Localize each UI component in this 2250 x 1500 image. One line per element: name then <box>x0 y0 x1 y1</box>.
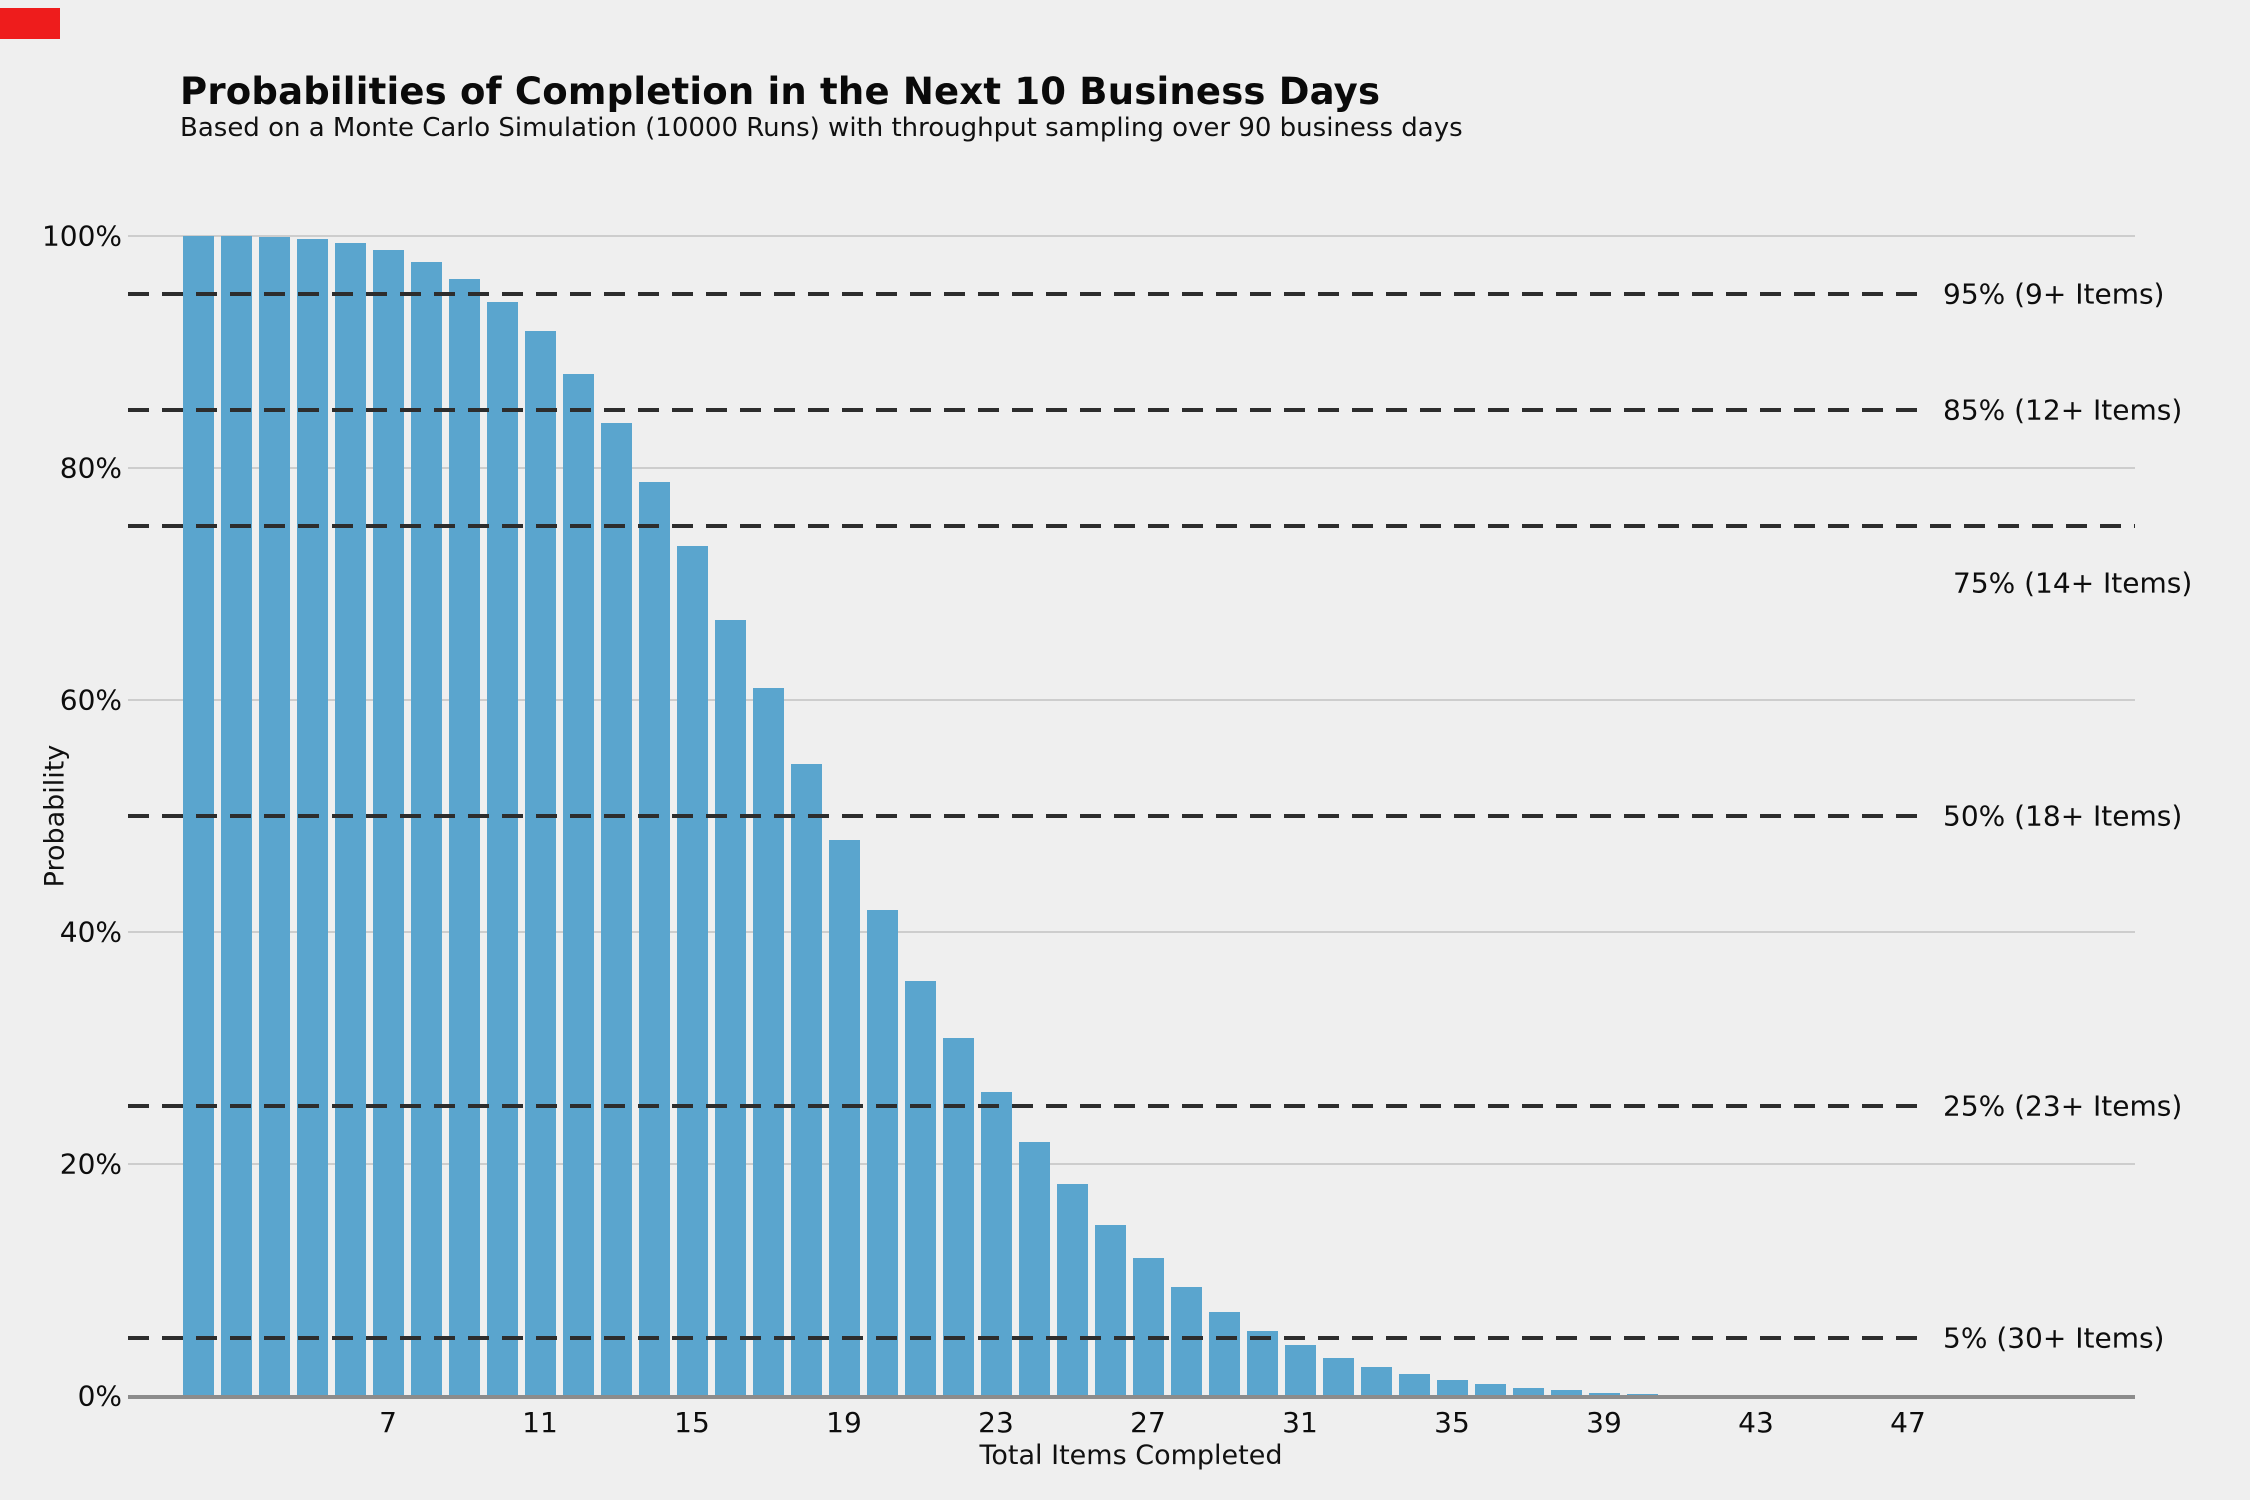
x-tick-label: 23 <box>978 1406 1014 1439</box>
bar <box>1398 1374 1430 1396</box>
threshold-label: 25% (23+ Items) <box>1943 1089 2183 1123</box>
threshold-line <box>128 524 2135 528</box>
threshold-line <box>128 814 1925 818</box>
bar <box>1360 1367 1392 1396</box>
bar <box>1322 1358 1354 1396</box>
bar <box>866 910 898 1396</box>
bar <box>714 620 746 1396</box>
threshold-line <box>128 1104 1925 1108</box>
x-axis-line <box>128 1395 2135 1399</box>
bar <box>1588 1393 1620 1396</box>
bar <box>600 423 632 1396</box>
threshold-line <box>128 292 1925 296</box>
bar <box>486 302 518 1396</box>
bar <box>372 250 404 1396</box>
bar <box>1018 1142 1050 1396</box>
x-tick-label: 11 <box>522 1406 558 1439</box>
chart-subtitle: Based on a Monte Carlo Simulation (10000… <box>180 113 1463 143</box>
x-tick-label: 43 <box>1738 1406 1774 1439</box>
gridline <box>128 235 2135 237</box>
bar <box>1512 1388 1544 1396</box>
bar <box>638 482 670 1396</box>
chart-title: Probabilities of Completion in the Next … <box>180 70 1381 113</box>
bar <box>334 243 366 1396</box>
bar <box>942 1038 974 1396</box>
x-tick-label: 27 <box>1130 1406 1166 1439</box>
bar <box>524 331 556 1396</box>
bar <box>1550 1390 1582 1396</box>
threshold-label: 75% (14+ Items) <box>1953 566 2193 600</box>
bar <box>448 279 480 1396</box>
x-tick-label: 35 <box>1434 1406 1470 1439</box>
bar <box>752 688 784 1396</box>
bar <box>1094 1225 1126 1396</box>
bar <box>1132 1258 1164 1396</box>
x-tick-label: 31 <box>1282 1406 1318 1439</box>
bar <box>1284 1345 1316 1396</box>
y-tick-label: 20% <box>59 1147 122 1181</box>
gridline <box>128 467 2135 469</box>
x-tick-label: 7 <box>379 1406 397 1439</box>
bar <box>1436 1380 1468 1396</box>
y-tick-label: 40% <box>59 915 122 949</box>
threshold-label: 50% (18+ Items) <box>1943 799 2183 833</box>
bar <box>1474 1384 1506 1396</box>
bar <box>410 262 442 1396</box>
bar <box>1208 1312 1240 1396</box>
bar <box>562 374 594 1396</box>
y-tick-label: 0% <box>77 1379 122 1413</box>
gridline <box>128 699 2135 701</box>
bar <box>790 764 822 1396</box>
threshold-label: 95% (9+ Items) <box>1943 277 2165 311</box>
x-axis-label: Total Items Completed <box>979 1440 1283 1471</box>
y-tick-label: 80% <box>59 451 122 485</box>
x-tick-label: 39 <box>1586 1406 1622 1439</box>
bar <box>828 840 860 1396</box>
threshold-line <box>128 408 1925 412</box>
threshold-label: 5% (30+ Items) <box>1943 1321 2165 1355</box>
screen-recording-indicator <box>0 8 60 39</box>
x-tick-label: 15 <box>674 1406 710 1439</box>
bar <box>1246 1331 1278 1396</box>
x-tick-label: 19 <box>826 1406 862 1439</box>
bar <box>1170 1287 1202 1396</box>
gridline <box>128 931 2135 933</box>
y-tick-label: 60% <box>59 683 122 717</box>
x-tick-label: 47 <box>1890 1406 1926 1439</box>
gridline <box>128 1163 2135 1165</box>
bar <box>1056 1184 1088 1396</box>
bar <box>676 546 708 1396</box>
threshold-line <box>128 1336 1925 1340</box>
bar <box>904 981 936 1396</box>
threshold-label: 85% (12+ Items) <box>1943 393 2183 427</box>
bar <box>980 1092 1012 1396</box>
y-tick-label: 100% <box>41 219 122 253</box>
